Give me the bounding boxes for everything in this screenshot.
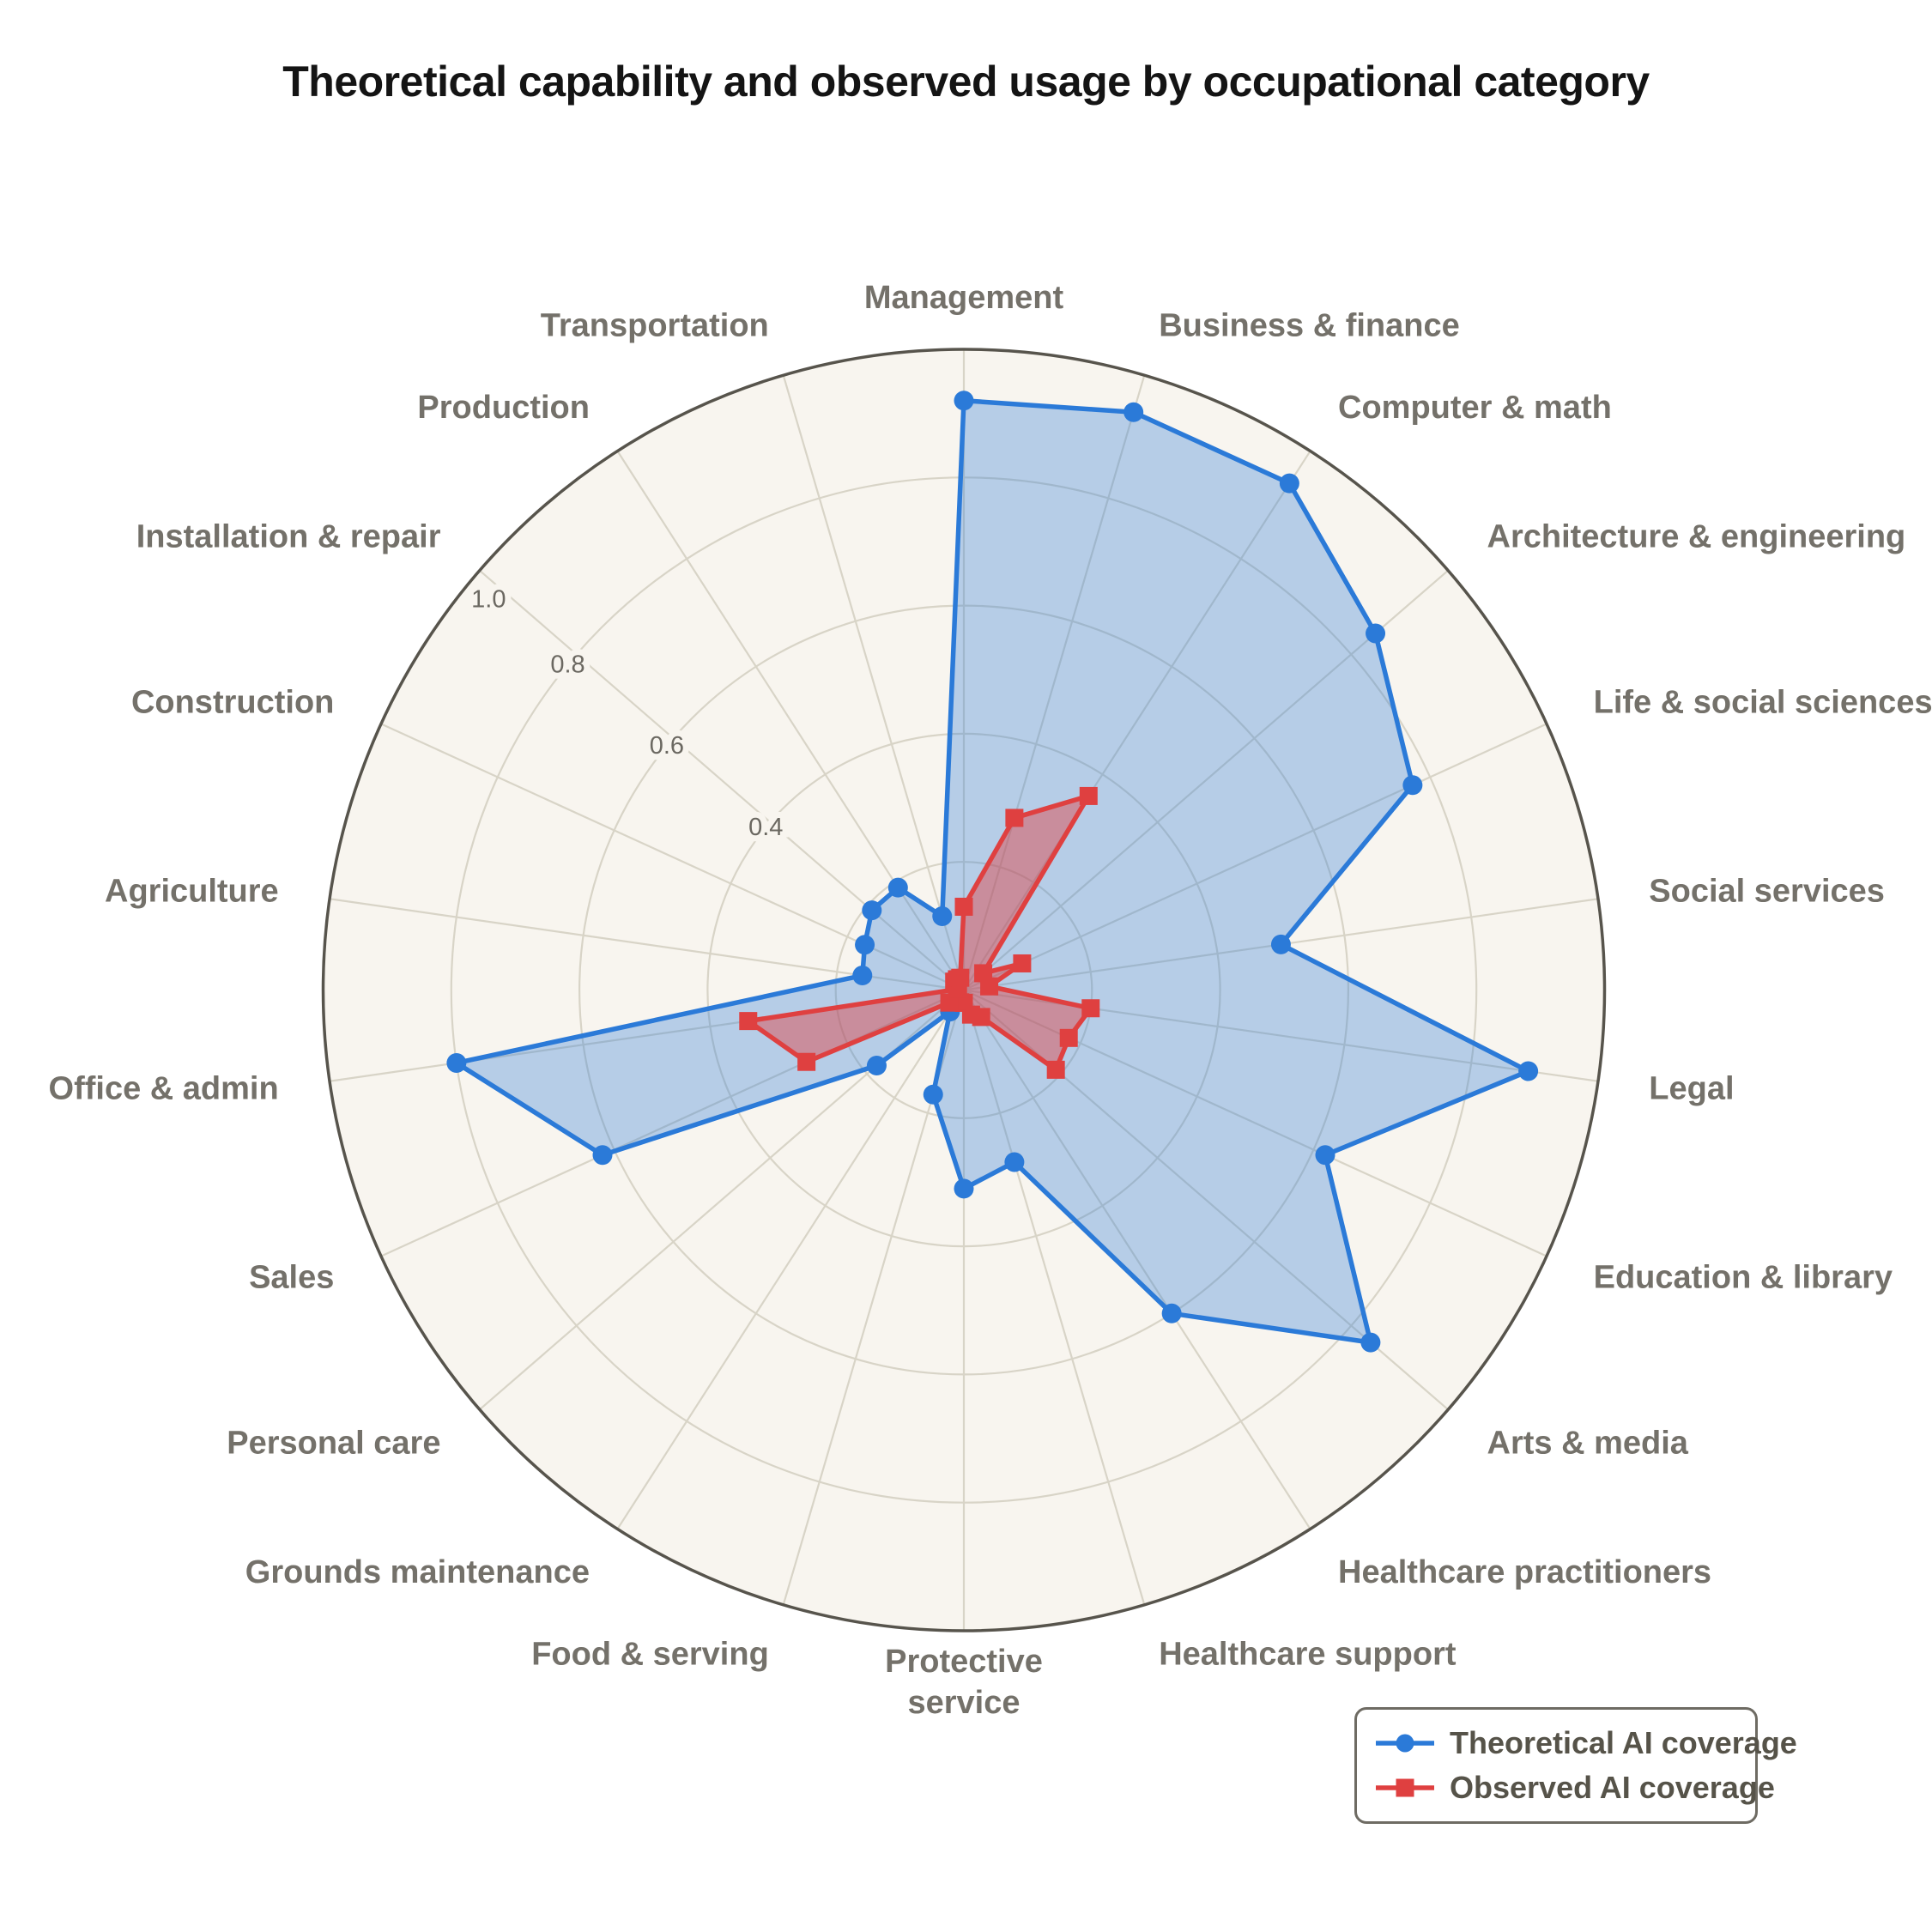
point-theoretical-ai-coverage-life-social-sciences [1402, 775, 1423, 796]
category-label-computer-math: Computer & math [1338, 390, 1612, 426]
point-observed-ai-coverage-social-services [980, 977, 999, 996]
category-label-legal: Legal [1649, 1070, 1734, 1106]
point-theoretical-ai-coverage-agriculture [852, 966, 873, 986]
category-label-business-finance: Business & finance [1159, 308, 1460, 344]
category-label-grounds-maintenance: Grounds maintenance [245, 1554, 590, 1590]
point-theoretical-ai-coverage-management [954, 391, 974, 411]
category-label-arts-media: Arts & media [1487, 1426, 1689, 1462]
category-label-healthcare-practitioners: Healthcare practitioners [1338, 1554, 1711, 1590]
point-observed-ai-coverage-sales [797, 1052, 816, 1071]
category-label-office-admin: Office & admin [49, 1070, 279, 1106]
radial-tick-label-0.6: 0.6 [650, 732, 684, 760]
point-observed-ai-coverage-management [954, 897, 973, 916]
category-label-food-serving: Food & serving [531, 1636, 769, 1672]
point-theoretical-ai-coverage-protective-service [954, 1178, 974, 1199]
legend-label-observed: Observed AI coverage [1450, 1770, 1775, 1805]
point-observed-ai-coverage-computer-math [1079, 786, 1098, 805]
category-label-life-social-sciences: Life & social sciences [1594, 684, 1932, 720]
point-observed-ai-coverage-office-admin [739, 1012, 758, 1031]
point-theoretical-ai-coverage-education-library [1315, 1145, 1335, 1166]
legend: Theoretical AI coverage Observed AI cove… [1354, 1707, 1797, 1824]
category-label-sales: Sales [249, 1260, 334, 1296]
legend-label-theoretical: Theoretical AI coverage [1450, 1725, 1797, 1760]
axis-spoke-installation-repair [479, 569, 965, 991]
series-area-observed-ai-coverage [748, 796, 1091, 1070]
point-theoretical-ai-coverage-social-services [1270, 934, 1291, 954]
point-theoretical-ai-coverage-installation-repair [862, 900, 882, 921]
category-label-social-services: Social services [1649, 874, 1885, 910]
legend-item-theoretical: Theoretical AI coverage [1374, 1725, 1797, 1761]
point-theoretical-ai-coverage-office-admin [446, 1052, 467, 1073]
point-observed-ai-coverage-life-social-sciences [1013, 954, 1032, 972]
category-label-management: Management [864, 280, 1064, 316]
category-label-protective-service: service [907, 1685, 1020, 1721]
point-observed-ai-coverage-transportation [951, 968, 970, 987]
category-label-architecture-engineering: Architecture & engineering [1487, 518, 1906, 554]
point-theoretical-ai-coverage-arts-media [1360, 1332, 1381, 1353]
category-label-healthcare-support: Healthcare support [1159, 1636, 1457, 1672]
line-square-marker-icon [1376, 1778, 1434, 1797]
axis-spoke-grounds-maintenance [616, 989, 965, 1530]
radial-tick-label-1.0: 1.0 [471, 586, 506, 614]
point-theoretical-ai-coverage-food-serving [923, 1084, 943, 1105]
point-theoretical-ai-coverage-personal-care [866, 1055, 887, 1075]
point-observed-ai-coverage-arts-media [1046, 1060, 1065, 1079]
radial-tick-label-0.4: 0.4 [748, 814, 783, 841]
axis-spoke-production [616, 450, 965, 991]
point-theoretical-ai-coverage-legal [1518, 1061, 1539, 1081]
axis-spoke-healthcare-support [962, 990, 1146, 1606]
category-label-transportation: Transportation [541, 308, 769, 344]
legend-item-observed: Observed AI coverage [1374, 1770, 1775, 1806]
category-label-protective-service: Protective [885, 1644, 1043, 1680]
point-observed-ai-coverage-education-library [1059, 1028, 1078, 1047]
axis-spoke-computer-math [963, 450, 1311, 991]
category-label-installation-repair: Installation & repair [136, 518, 441, 554]
axis-spoke-life-social-sciences [963, 723, 1547, 991]
point-theoretical-ai-coverage-architecture-engineering [1366, 623, 1386, 644]
point-theoretical-ai-coverage-sales [592, 1145, 613, 1166]
point-observed-ai-coverage-business-finance [1005, 809, 1024, 827]
category-label-production: Production [417, 390, 590, 426]
point-observed-ai-coverage-legal [1081, 999, 1100, 1018]
point-theoretical-ai-coverage-healthcare-practitioners [1161, 1303, 1182, 1323]
chart-title: Theoretical capability and observed usag… [282, 58, 1650, 106]
point-theoretical-ai-coverage-transportation [932, 906, 953, 927]
series-area-theoretical-ai-coverage [456, 400, 1529, 1343]
radial-tick-label-0.8: 0.8 [550, 651, 584, 678]
axis-spoke-architecture-engineering [963, 569, 1449, 991]
point-theoretical-ai-coverage-healthcare-support [1004, 1152, 1025, 1172]
category-label-personal-care: Personal care [227, 1426, 440, 1462]
axis-spoke-transportation [782, 374, 966, 990]
outer-ring [321, 348, 1607, 1632]
line-circle-marker-icon [1376, 1734, 1434, 1753]
axis-spoke-business-finance [962, 374, 1146, 990]
point-theoretical-ai-coverage-construction [855, 935, 875, 955]
category-label-agriculture: Agriculture [105, 874, 279, 910]
point-theoretical-ai-coverage-computer-math [1279, 473, 1299, 494]
category-label-construction: Construction [131, 684, 334, 720]
point-theoretical-ai-coverage-production [887, 877, 908, 898]
category-label-education-library: Education & library [1594, 1260, 1893, 1296]
axis-spoke-healthcare-practitioners [963, 989, 1311, 1530]
point-theoretical-ai-coverage-business-finance [1123, 402, 1144, 422]
